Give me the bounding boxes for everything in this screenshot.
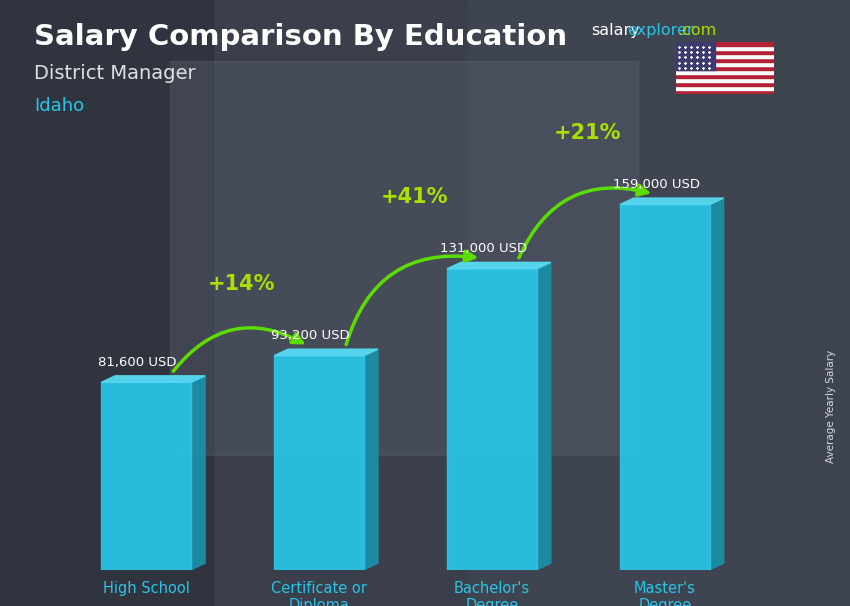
Bar <box>620 204 710 570</box>
Polygon shape <box>537 262 551 570</box>
Bar <box>676 62 774 66</box>
Text: 159,000 USD: 159,000 USD <box>613 178 700 191</box>
Text: District Manager: District Manager <box>34 64 196 82</box>
Text: Average Yearly Salary: Average Yearly Salary <box>826 350 836 462</box>
Text: +21%: +21% <box>553 123 620 143</box>
Bar <box>676 47 774 50</box>
Bar <box>676 66 774 70</box>
Bar <box>676 42 715 70</box>
Bar <box>676 58 774 62</box>
Text: salary: salary <box>591 23 639 38</box>
Bar <box>676 74 774 78</box>
Text: .com: .com <box>677 23 717 38</box>
Bar <box>676 78 774 82</box>
Polygon shape <box>191 376 205 570</box>
Bar <box>275 356 364 570</box>
Bar <box>676 50 774 55</box>
Bar <box>676 55 774 58</box>
Bar <box>101 382 191 570</box>
Polygon shape <box>447 262 551 269</box>
Polygon shape <box>364 349 378 570</box>
Text: 81,600 USD: 81,600 USD <box>99 356 177 369</box>
Text: Salary Comparison By Education: Salary Comparison By Education <box>34 23 567 51</box>
Text: +41%: +41% <box>381 187 448 207</box>
Bar <box>676 70 774 74</box>
Text: 93,200 USD: 93,200 USD <box>271 329 350 342</box>
Polygon shape <box>710 198 723 570</box>
Text: explorer: explorer <box>627 23 694 38</box>
Bar <box>447 269 537 570</box>
Text: +14%: +14% <box>207 274 275 294</box>
Text: Idaho: Idaho <box>34 97 84 115</box>
Polygon shape <box>101 376 205 382</box>
Text: 131,000 USD: 131,000 USD <box>439 242 527 256</box>
Polygon shape <box>275 349 378 356</box>
Polygon shape <box>620 198 723 204</box>
Bar <box>676 90 774 94</box>
Bar <box>676 42 774 47</box>
Bar <box>676 82 774 86</box>
Bar <box>676 86 774 90</box>
